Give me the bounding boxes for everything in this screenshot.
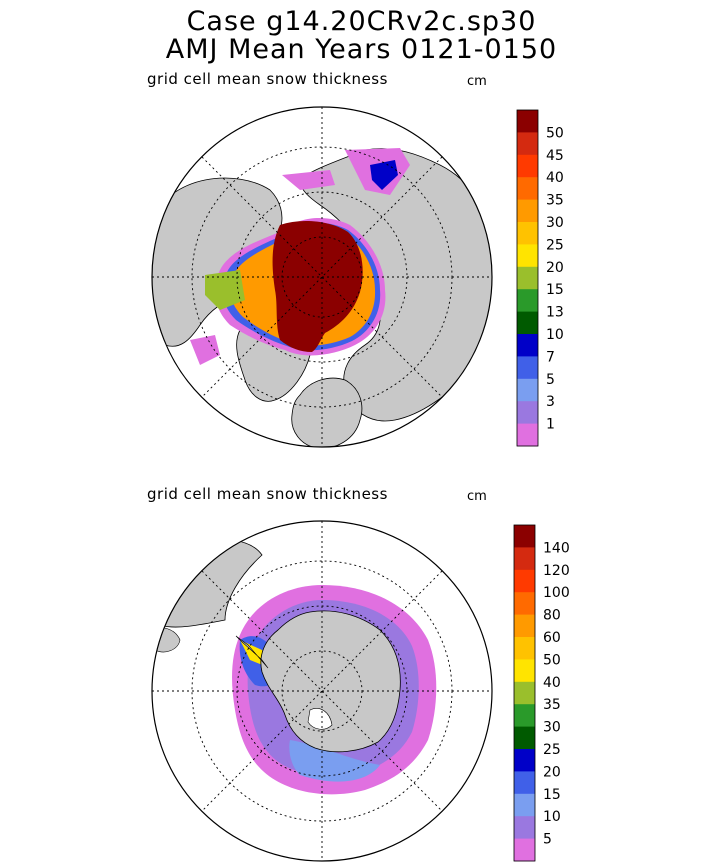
south-colorbar-cell <box>514 749 535 772</box>
north-colorbar-cell <box>517 289 538 313</box>
south-colorbar-tick-label: 35 <box>543 697 561 713</box>
south-polar-map <box>151 520 493 862</box>
north-colorbar-cell <box>517 110 538 133</box>
north-colorbar-tick-label: 20 <box>546 260 564 276</box>
south-colorbar-tick-label: 25 <box>543 742 561 758</box>
south-map-border <box>151 520 493 862</box>
north-colorbar-cell <box>517 244 538 268</box>
south-colorbar-cell <box>514 569 535 593</box>
south-colorbar-cell <box>514 726 535 750</box>
north-graticule <box>152 107 492 447</box>
north-colorbar-tick-label: 25 <box>546 237 564 253</box>
south-colorbar-tick-label: 60 <box>543 630 561 646</box>
south-colorbar-tick-label: 140 <box>543 540 570 556</box>
north-colorbar-cell <box>517 177 538 201</box>
north-colorbar-tick-label: 40 <box>546 170 564 186</box>
north-panel-label: grid cell mean snow thickness <box>147 70 388 88</box>
north-colorbar-cell <box>517 401 538 425</box>
south-colorbar-cell <box>514 614 535 638</box>
south-colorbar-cell <box>514 838 535 862</box>
south-colorbar-cell <box>514 793 535 817</box>
north-colorbar-border <box>516 109 539 447</box>
north-land-europe <box>291 377 363 447</box>
north-colorbar-tick-label: 35 <box>546 193 564 209</box>
south-colorbar-cell <box>514 592 535 616</box>
north-colorbar-tick-label: 7 <box>546 349 555 365</box>
north-colorbar-tick-label: 15 <box>546 282 564 298</box>
south-colorbar-tick-label: 15 <box>543 787 561 803</box>
south-colorbar-tick-label: 100 <box>543 585 570 601</box>
north-patch-hudson <box>205 270 245 310</box>
figure-title-line2: AMJ Mean Years 0121-0150 <box>165 34 558 65</box>
south-colorbar-tick-label: 80 <box>543 608 561 624</box>
south-colorbar: 140 120 100 80 60 50 40 35 30 25 20 15 10 5 <box>513 524 570 862</box>
south-colorbar-cell <box>514 771 535 795</box>
south-colorbar-tick-label: 120 <box>543 563 570 579</box>
south-colorbar-tick-label: 40 <box>543 675 561 691</box>
north-patch-labrador <box>190 335 220 365</box>
south-colorbar-cell <box>514 659 535 683</box>
south-colorbar-cell <box>514 816 535 840</box>
south-snow-blue2 <box>289 740 380 782</box>
north-colorbar-tick-label: 50 <box>546 125 564 141</box>
north-unit-label: cm <box>467 74 487 89</box>
north-colorbar-tick-label: 13 <box>546 305 564 321</box>
north-colorbar-cell <box>517 222 538 245</box>
north-colorbar-tick-label: 5 <box>546 372 555 388</box>
south-panel-label: grid cell mean snow thickness <box>147 485 388 503</box>
north-colorbar-cell <box>517 356 538 380</box>
north-polar-map <box>151 106 493 448</box>
north-colorbar-cell <box>517 378 538 402</box>
north-colorbar-tick-label: 45 <box>546 148 564 164</box>
south-colorbar-cell <box>514 681 535 705</box>
north-map-border <box>151 106 493 448</box>
north-colorbar-cell <box>517 132 538 156</box>
south-land-peninsula <box>235 635 269 669</box>
north-colorbar-cell <box>517 334 538 357</box>
north-patch-okhotsk-inner <box>370 160 398 190</box>
south-colorbar-tick-label: 5 <box>543 832 552 848</box>
south-colorbar-cell <box>514 637 535 660</box>
north-colorbar-cell <box>517 266 538 290</box>
north-colorbar-cell <box>517 423 538 447</box>
north-patch-bering <box>282 170 335 190</box>
north-colorbar-cell <box>517 199 538 223</box>
north-colorbar: 50 45 40 35 30 25 20 15 13 10 7 5 3 1 <box>516 109 564 447</box>
south-ice-shelf <box>307 708 333 730</box>
north-colorbar-cell <box>517 311 538 335</box>
south-colorbar-tick-label: 10 <box>543 809 561 825</box>
south-colorbar-tick-label: 20 <box>543 764 561 780</box>
south-unit-label: cm <box>467 489 487 504</box>
south-colorbar-border <box>513 524 536 862</box>
north-colorbar-tick-label: 30 <box>546 215 564 231</box>
figure-title-line1: Case g14.20CRv2c.sp30 <box>186 6 537 37</box>
north-colorbar-tick-label: 10 <box>546 327 564 343</box>
north-colorbar-tick-label: 3 <box>546 394 555 410</box>
north-colorbar-cell <box>517 154 538 178</box>
north-snow-core <box>272 220 363 352</box>
south-graticule <box>152 521 492 861</box>
south-colorbar-cell <box>514 525 535 548</box>
south-colorbar-cell <box>514 704 535 728</box>
north-colorbar-tick-label: 1 <box>546 417 555 433</box>
south-colorbar-cell <box>514 547 535 571</box>
south-colorbar-tick-label: 50 <box>543 652 561 668</box>
south-colorbar-tick-label: 30 <box>543 720 561 736</box>
